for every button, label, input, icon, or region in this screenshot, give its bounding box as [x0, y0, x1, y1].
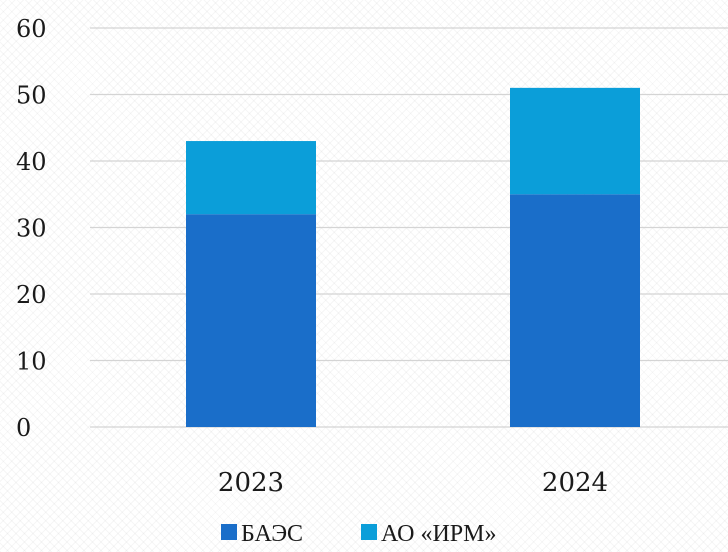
x-tick-label: 2024: [542, 468, 608, 498]
y-tick-label: 20: [16, 281, 47, 309]
bar-2024-series-1: [510, 87, 640, 195]
y-tick-label: 0: [16, 414, 31, 442]
y-tick-label: 60: [16, 15, 47, 43]
bar-2024-series-0: [510, 194, 640, 427]
legend: БАЭС АО «ИРМ»: [221, 521, 497, 547]
bar-2023-series-0: [186, 214, 316, 427]
bar-2023-series-1: [186, 141, 316, 215]
y-tick-label: 30: [16, 215, 47, 243]
bars: [186, 87, 640, 427]
y-tick-label: 50: [16, 82, 47, 110]
legend-swatch-1: [361, 524, 377, 540]
legend-label-0: БАЭС: [241, 521, 303, 547]
x-axis-ticks: 2023 2024: [218, 468, 608, 498]
y-tick-label: 40: [16, 148, 47, 176]
legend-swatch-0: [221, 524, 237, 540]
y-tick-label: 10: [16, 348, 47, 376]
x-tick-label: 2023: [218, 468, 284, 498]
y-axis-ticks: 0 10 20 30 40 50 60: [16, 15, 47, 442]
legend-label-1: АО «ИРМ»: [381, 521, 497, 547]
